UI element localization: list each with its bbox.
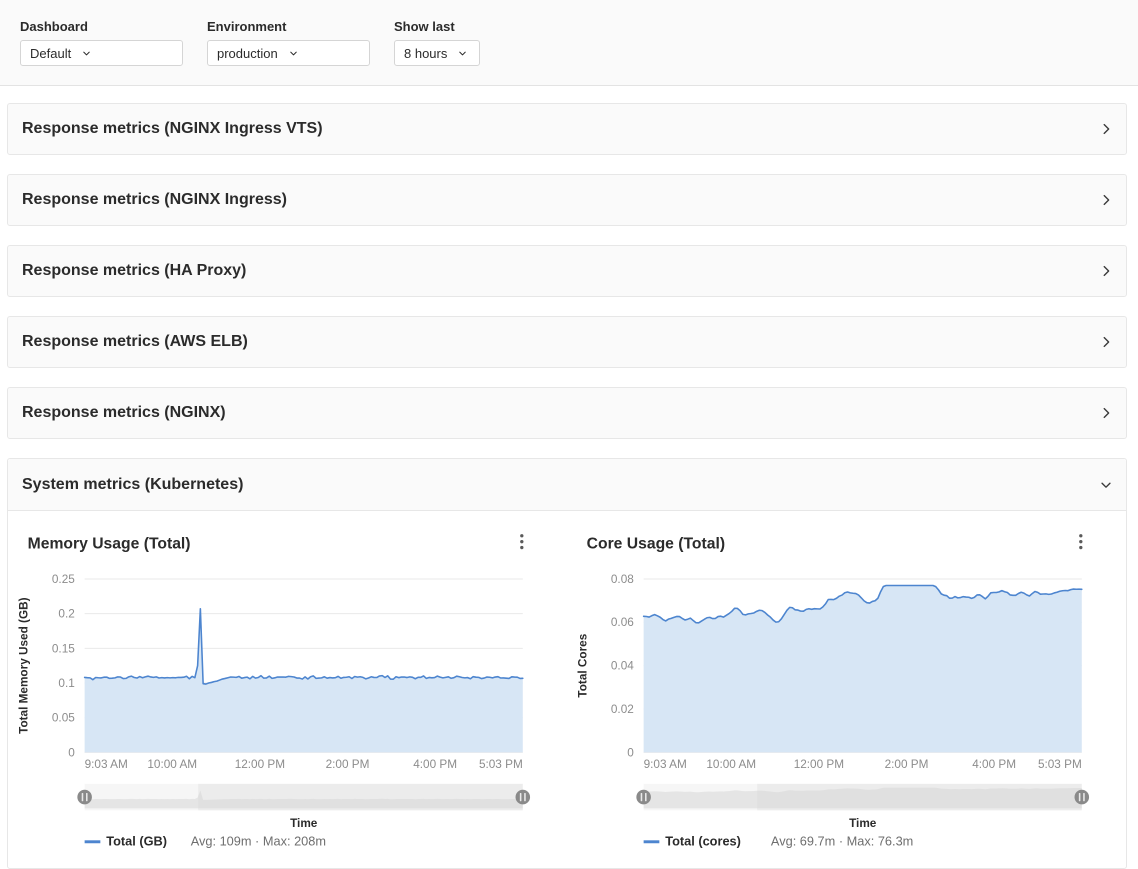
svg-text:Avg: 109m · Max: 208m: Avg: 109m · Max: 208m <box>191 834 326 849</box>
svg-text:12:00 PM: 12:00 PM <box>794 758 844 771</box>
svg-text:0.08: 0.08 <box>611 573 634 586</box>
svg-text:Time: Time <box>849 817 877 830</box>
svg-text:Total (cores): Total (cores) <box>665 834 741 849</box>
svg-text:2:00 PM: 2:00 PM <box>326 758 370 771</box>
svg-text:9:03 AM: 9:03 AM <box>85 758 128 771</box>
svg-text:0: 0 <box>68 746 75 759</box>
svg-text:0.15: 0.15 <box>52 642 75 655</box>
svg-text:0.25: 0.25 <box>52 573 75 586</box>
svg-text:4:00 PM: 4:00 PM <box>972 758 1016 771</box>
svg-text:0.06: 0.06 <box>611 616 634 629</box>
svg-text:Memory Usage (Total): Memory Usage (Total) <box>28 536 191 553</box>
svg-text:0.02: 0.02 <box>611 703 634 716</box>
svg-text:0.1: 0.1 <box>58 677 74 690</box>
svg-text:10:00 AM: 10:00 AM <box>706 758 756 771</box>
svg-text:4:00 PM: 4:00 PM <box>413 758 457 771</box>
svg-text:Total Memory Used (GB): Total Memory Used (GB) <box>18 597 31 733</box>
svg-text:12:00 PM: 12:00 PM <box>235 758 285 771</box>
svg-text:0.04: 0.04 <box>611 660 634 673</box>
svg-text:9:03 AM: 9:03 AM <box>644 758 687 771</box>
svg-text:0.2: 0.2 <box>58 608 74 621</box>
svg-text:Total Cores: Total Cores <box>577 633 590 697</box>
svg-text:0: 0 <box>627 746 634 759</box>
svg-text:Time: Time <box>290 817 318 830</box>
svg-text:Avg: 69.7m · Max: 76.3m: Avg: 69.7m · Max: 76.3m <box>771 834 913 849</box>
svg-text:0.05: 0.05 <box>52 712 75 725</box>
svg-text:5:03 PM: 5:03 PM <box>479 758 523 771</box>
svg-text:Total (GB): Total (GB) <box>106 834 167 849</box>
svg-text:10:00 AM: 10:00 AM <box>147 758 197 771</box>
svg-text:5:03 PM: 5:03 PM <box>1038 758 1082 771</box>
svg-text:Core Usage (Total): Core Usage (Total) <box>587 536 725 553</box>
svg-text:2:00 PM: 2:00 PM <box>885 758 929 771</box>
